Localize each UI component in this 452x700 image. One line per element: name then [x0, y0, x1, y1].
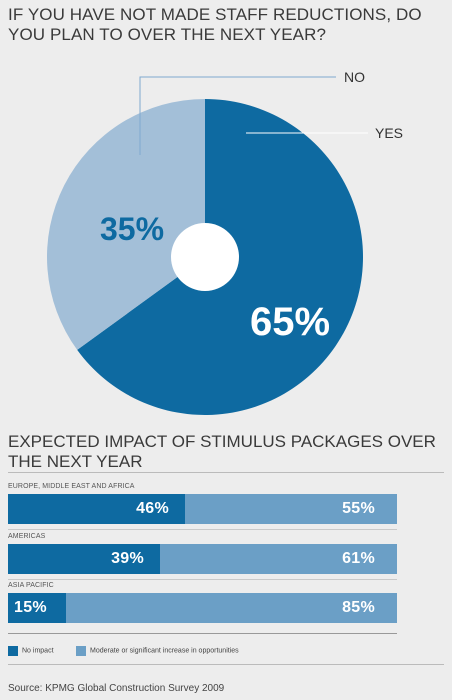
bar-americas-no-impact-label: 39% — [111, 550, 144, 567]
bar-emea: 46% 55% — [8, 494, 397, 524]
title-rule — [8, 472, 444, 473]
bar-americas: 39% 61% — [8, 544, 397, 574]
bars-bottom-rule — [8, 633, 397, 634]
pie-leader-line-no — [139, 76, 336, 155]
source-note: Source: KPMG Global Construction Survey … — [8, 683, 225, 694]
bar-americas-no-impact: 39% — [8, 544, 160, 574]
bar-apac-increase-label: 85% — [342, 599, 375, 616]
bar-emea-no-impact-label: 46% — [136, 500, 169, 517]
bar-apac-no-impact: 15% — [8, 593, 66, 623]
region-label-emea: EUROPE, MIDDLE EAST AND AFRICA — [8, 483, 135, 490]
region-label-americas: AMERICAS — [8, 533, 46, 540]
pie-value-label-no: 35% — [100, 211, 164, 247]
bar-apac-increase: 85% — [66, 593, 397, 623]
pie-slice-no — [47, 98, 206, 350]
pie-chart-title: IF YOU HAVE NOT MADE STAFF REDUCTIONS, D… — [8, 5, 422, 44]
bar-apac: 15% 85% — [8, 593, 397, 623]
bar-emea-increase: 55% — [185, 494, 397, 524]
bar-apac-no-impact-label: 15% — [14, 599, 47, 616]
bar-chart-title: EXPECTED IMPACT OF STIMULUS PACKAGES OVE… — [8, 432, 436, 471]
pie-center-hole — [171, 223, 239, 291]
legend-swatch-no-impact — [8, 646, 18, 656]
row-rule — [8, 579, 397, 580]
legend-item-increase: Moderate or significant increase in oppo… — [76, 646, 239, 656]
bar-emea-no-impact: 46% — [8, 494, 185, 524]
legend-swatch-increase — [76, 646, 86, 656]
pie-category-label-yes: YES — [375, 125, 403, 141]
bar-americas-increase: 61% — [160, 544, 397, 574]
footer-rule — [8, 664, 444, 665]
region-label-apac: ASIA PACIFIC — [8, 582, 54, 589]
pie-value-label-yes: 65% — [250, 300, 330, 344]
pie-chart: 65% 35% YES NO — [47, 69, 403, 416]
bar-emea-increase-label: 55% — [342, 500, 375, 517]
pie-category-label-no: NO — [344, 69, 365, 85]
legend-label-no-impact: No impact — [22, 647, 54, 655]
legend-item-no-impact: No impact — [8, 646, 54, 656]
legend-label-increase: Moderate or significant increase in oppo… — [90, 647, 239, 655]
row-rule — [8, 529, 397, 530]
bar-americas-increase-label: 61% — [342, 550, 375, 567]
